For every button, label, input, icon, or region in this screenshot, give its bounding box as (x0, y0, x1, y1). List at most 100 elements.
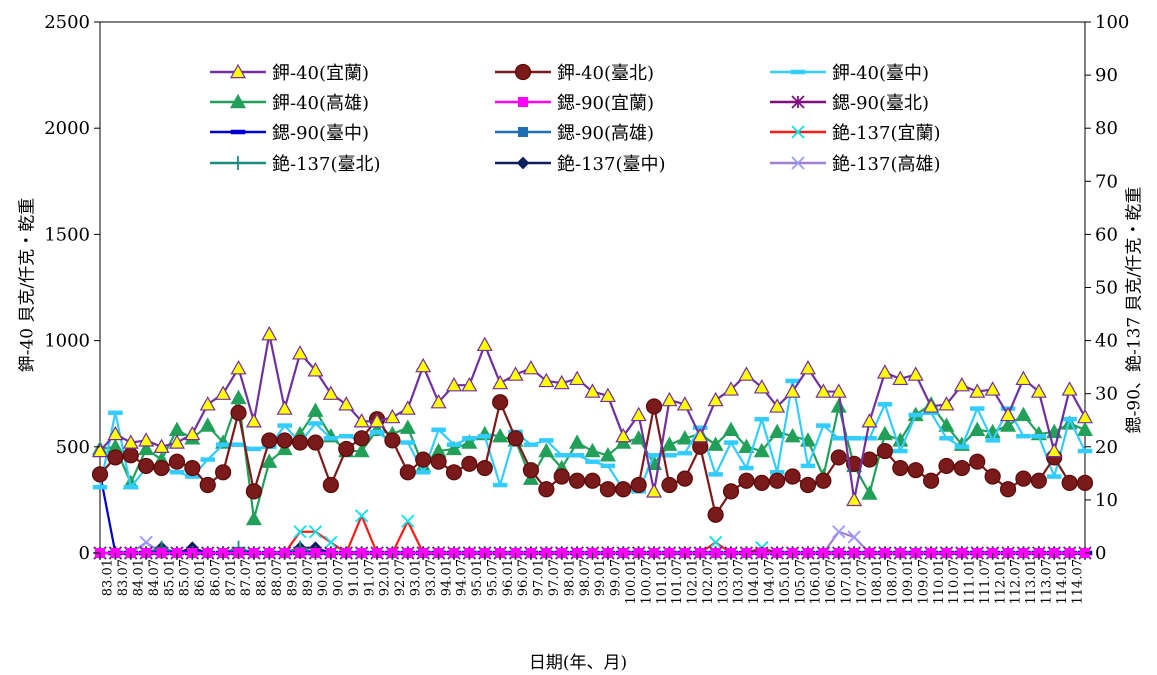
data-point (569, 434, 586, 449)
x-tick-label: 100.01 (624, 559, 639, 605)
x-tick-label: 89.01 (285, 559, 300, 596)
legend-item: 銫-137(宜蘭) (770, 123, 940, 144)
x-tick-label: 86.01 (193, 559, 208, 596)
data-point (1000, 417, 1017, 432)
data-point (1031, 433, 1047, 439)
legend-label: 鍶-90(高雄) (557, 123, 654, 144)
y-tick-label-right: 20 (1095, 437, 1118, 458)
data-point (138, 432, 155, 447)
x-tick-label: 92.01 (378, 559, 393, 596)
data-point (784, 383, 801, 398)
data-point (91, 442, 109, 458)
legend-item: 銫-137(臺中) (495, 154, 665, 175)
data-point (1061, 474, 1078, 492)
data-point (245, 510, 262, 526)
legend-label: 鍶-90(臺中) (272, 123, 369, 144)
data-point (645, 398, 663, 415)
legend-item: 鉀-40(臺北) (495, 63, 654, 84)
data-point (1015, 470, 1032, 487)
data-point (168, 453, 186, 470)
data-point (832, 525, 846, 539)
data-point (862, 436, 877, 441)
data-point (553, 374, 570, 390)
data-point (831, 436, 846, 441)
data-point-stroke (791, 125, 805, 139)
data-point (969, 421, 986, 437)
data-point (569, 453, 585, 458)
data-point (938, 457, 955, 475)
y-tick-label-right: 60 (1095, 224, 1118, 245)
data-point (399, 464, 416, 481)
series-1 (91, 325, 1094, 507)
data-point (985, 438, 1000, 443)
data-point (999, 481, 1017, 498)
x-tick-label: 103.07 (732, 559, 747, 605)
x-tick-label: 95.07 (485, 559, 500, 596)
x-tick-label: 99.01 (593, 559, 608, 596)
data-point (91, 466, 109, 483)
data-point (230, 404, 247, 421)
data-point (938, 396, 955, 411)
data-point (1046, 474, 1062, 479)
data-point (630, 476, 647, 494)
x-tick-label: 112.07 (1009, 559, 1024, 605)
data-point (446, 442, 462, 447)
data-point (399, 419, 416, 434)
data-point (229, 63, 247, 79)
x-tick-label: 91.07 (362, 559, 377, 596)
y-tick-label-right: 0 (1095, 543, 1106, 564)
data-point (661, 476, 678, 494)
y-tick-label-left: 0 (79, 543, 90, 564)
x-tick-label: 110.01 (932, 559, 947, 605)
data-point (585, 459, 600, 464)
x-tick-label: 83.07 (116, 559, 131, 596)
data-point (1062, 416, 1077, 422)
data-point (169, 470, 185, 475)
data-point (492, 482, 508, 488)
data-point (415, 451, 432, 468)
data-point (369, 413, 386, 428)
data-point (507, 366, 524, 381)
data-point (800, 463, 816, 469)
data-point (353, 430, 370, 447)
legend-item: 鉀-40(高雄) (210, 93, 369, 114)
data-point (415, 357, 432, 373)
data-point-stroke (401, 514, 415, 528)
x-tick-label: 104.01 (747, 559, 762, 605)
data-point (338, 440, 355, 458)
data-point (692, 427, 709, 443)
data-point (876, 425, 893, 441)
data-point (538, 442, 555, 458)
data-point (738, 366, 755, 381)
data-point (769, 423, 786, 439)
data-point (784, 468, 801, 485)
data-point (353, 413, 370, 428)
data-point (229, 93, 247, 109)
data-point (599, 447, 616, 462)
data-point (477, 433, 493, 439)
y-tick-label-right: 80 (1095, 118, 1118, 139)
data-point (307, 434, 324, 451)
data-point (92, 484, 108, 490)
legend-item: 鍶-90(臺北) (770, 93, 929, 114)
legend-label: 銫-137(高雄) (832, 154, 940, 175)
data-point (338, 396, 355, 411)
data-point (708, 472, 723, 477)
legend-label: 銫-137(臺中) (557, 154, 665, 175)
data-point (646, 483, 663, 498)
x-tick-label: 90.01 (316, 559, 331, 596)
data-point-stroke (308, 525, 323, 539)
data-point (707, 436, 724, 451)
data-point (707, 391, 724, 407)
y-tick-label-left: 1000 (44, 331, 90, 352)
data-point (230, 129, 246, 135)
data-point-stroke (708, 535, 723, 550)
data-point (615, 481, 632, 498)
data-point (584, 472, 601, 489)
data-point (539, 438, 554, 443)
legend-item: 鉀-40(宜蘭) (210, 63, 369, 84)
data-point (276, 400, 293, 415)
data-point (523, 442, 539, 447)
data-point (969, 453, 986, 470)
data-point (584, 383, 601, 398)
